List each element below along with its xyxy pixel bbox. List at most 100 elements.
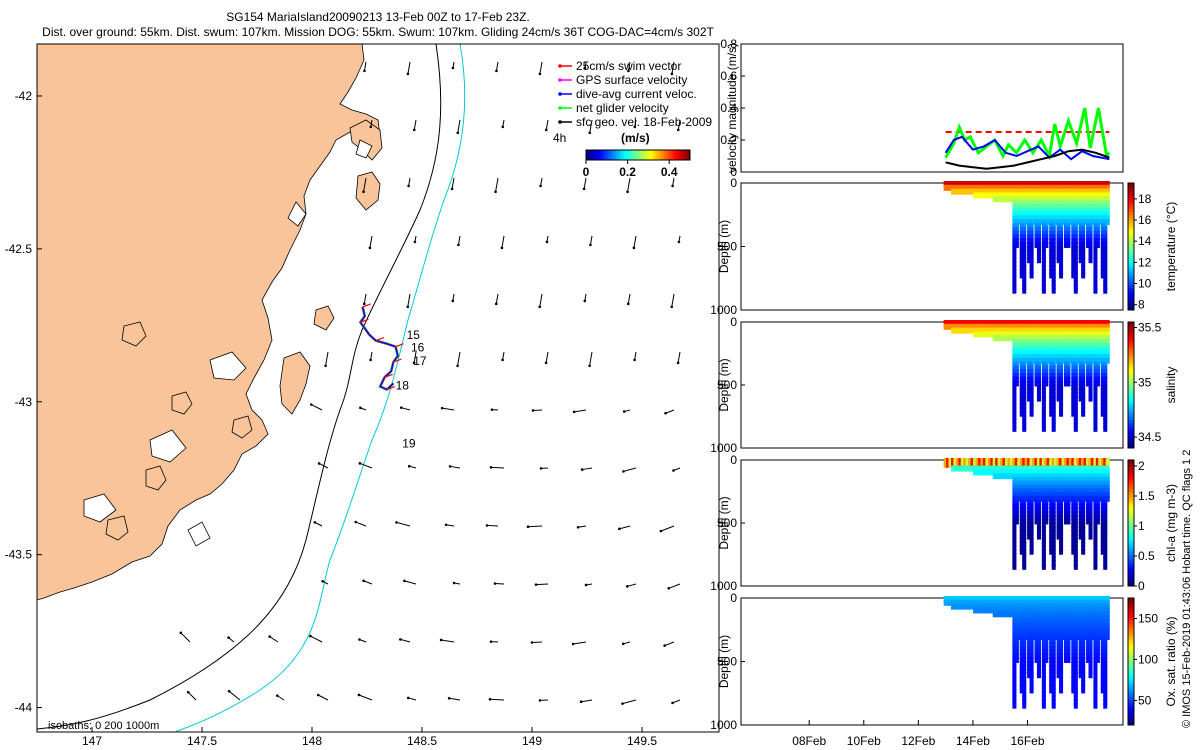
title-line-1: SG154 MariaIsland20090213 13-Feb 00Z to … <box>226 10 530 24</box>
profile-cell <box>1046 338 1051 345</box>
profile-cell <box>1078 391 1083 398</box>
profile-cell <box>1044 365 1049 372</box>
profile-cell <box>1051 514 1056 521</box>
profile-cell <box>1073 603 1078 610</box>
profile-cell <box>1027 335 1032 342</box>
profile-cell <box>1081 503 1086 510</box>
profile-cell <box>1098 192 1103 199</box>
profile-cell <box>1090 495 1095 502</box>
profile-cell <box>1022 249 1027 256</box>
profile-cell <box>1044 226 1049 233</box>
colorbar-cell <box>592 150 595 160</box>
profile-cell <box>1056 656 1061 663</box>
profile-cell <box>1022 391 1027 398</box>
colorbar-cell <box>646 150 649 160</box>
sfc-arrow <box>400 638 411 643</box>
profile-cell <box>958 596 963 602</box>
sfc-arrow-head <box>324 364 327 368</box>
profile-cell <box>1103 320 1108 326</box>
profile-cell <box>1017 331 1022 338</box>
profile-cell <box>1088 323 1093 330</box>
profile-cell <box>987 188 992 195</box>
profile-cell <box>1071 268 1076 275</box>
profile-cell <box>1095 465 1100 472</box>
profile-cell <box>982 192 987 199</box>
profile-cell <box>1007 184 1012 191</box>
profile-cell <box>1081 541 1086 548</box>
profile-cell <box>1081 211 1086 218</box>
profile-cell <box>1093 422 1098 429</box>
profile-cell <box>1073 287 1078 294</box>
profile-cell <box>1049 541 1054 548</box>
profile-cell <box>1066 622 1071 629</box>
profile-cell <box>1078 637 1083 644</box>
profile-cell <box>1086 637 1091 644</box>
profile-cell <box>1071 320 1076 326</box>
profile-cell <box>1063 599 1068 606</box>
profile-cell <box>990 603 995 610</box>
profile-cell <box>1088 338 1093 345</box>
profile-cell <box>1034 596 1039 602</box>
profile-cell <box>1009 596 1014 602</box>
profile-cell <box>1078 503 1083 510</box>
profile-cell <box>1009 184 1014 191</box>
profile-cell <box>1100 514 1105 521</box>
profile-cell <box>1017 207 1022 214</box>
profile-cell <box>1100 196 1105 203</box>
swim-vector <box>375 337 385 342</box>
profile-cell <box>1071 484 1076 491</box>
profile-cell <box>1103 611 1108 618</box>
profile-cell <box>1093 331 1098 338</box>
profile-cell <box>1056 488 1061 495</box>
profile-cell <box>1093 626 1098 633</box>
profile-cell <box>1071 222 1076 229</box>
profile-cell <box>1081 219 1086 226</box>
profile-cell <box>1071 529 1076 536</box>
profile-cell <box>1059 641 1064 648</box>
profile-cell <box>1029 465 1034 472</box>
profile-cell <box>1041 664 1046 671</box>
profile-cell <box>1034 361 1039 368</box>
sfc-arrow-head <box>456 364 459 368</box>
profile-cell <box>1073 522 1078 529</box>
profile-cell <box>1012 422 1017 429</box>
profile-cell <box>1017 626 1022 633</box>
profile-cell <box>1049 361 1054 368</box>
profile-cell <box>943 461 948 468</box>
profile-cell <box>1012 603 1017 610</box>
profile-cell <box>1051 615 1056 622</box>
profile-cell <box>1049 410 1054 417</box>
profile-cell <box>997 196 1002 203</box>
profile-cell <box>1027 634 1032 641</box>
profile-cell <box>992 184 997 191</box>
profile-cell <box>1036 226 1041 233</box>
profile-cell <box>1022 261 1027 268</box>
profile-cell <box>1041 687 1046 694</box>
profile-cell <box>1105 354 1110 361</box>
profile-cell <box>1029 215 1034 222</box>
profile-cell <box>1019 514 1024 521</box>
profile-cell <box>1100 510 1105 517</box>
profile-cell <box>973 603 978 610</box>
colorbar-cell <box>1128 331 1134 336</box>
profile-cell <box>1034 626 1039 633</box>
profile-cell <box>946 599 951 606</box>
profile-cell <box>1041 499 1046 506</box>
profile-cell <box>1088 249 1093 256</box>
profile-cell <box>1032 211 1037 218</box>
sfc-arrow <box>363 177 367 192</box>
profile-cell <box>1049 365 1054 372</box>
profile-cell <box>1014 461 1019 468</box>
colorbar-cell <box>640 150 643 160</box>
profile-cell <box>1056 476 1061 483</box>
profile-cell <box>1005 181 1010 187</box>
profile-cell <box>1019 272 1024 279</box>
profile-cell <box>1012 380 1017 387</box>
profile-cell <box>1063 465 1068 472</box>
sfc-arrow-head <box>544 128 548 132</box>
profile-cell <box>1059 342 1064 349</box>
profile-cell <box>1078 219 1083 226</box>
profile-cell <box>1014 645 1019 652</box>
profile-cell <box>1066 365 1071 372</box>
profile-cell <box>1029 683 1034 690</box>
